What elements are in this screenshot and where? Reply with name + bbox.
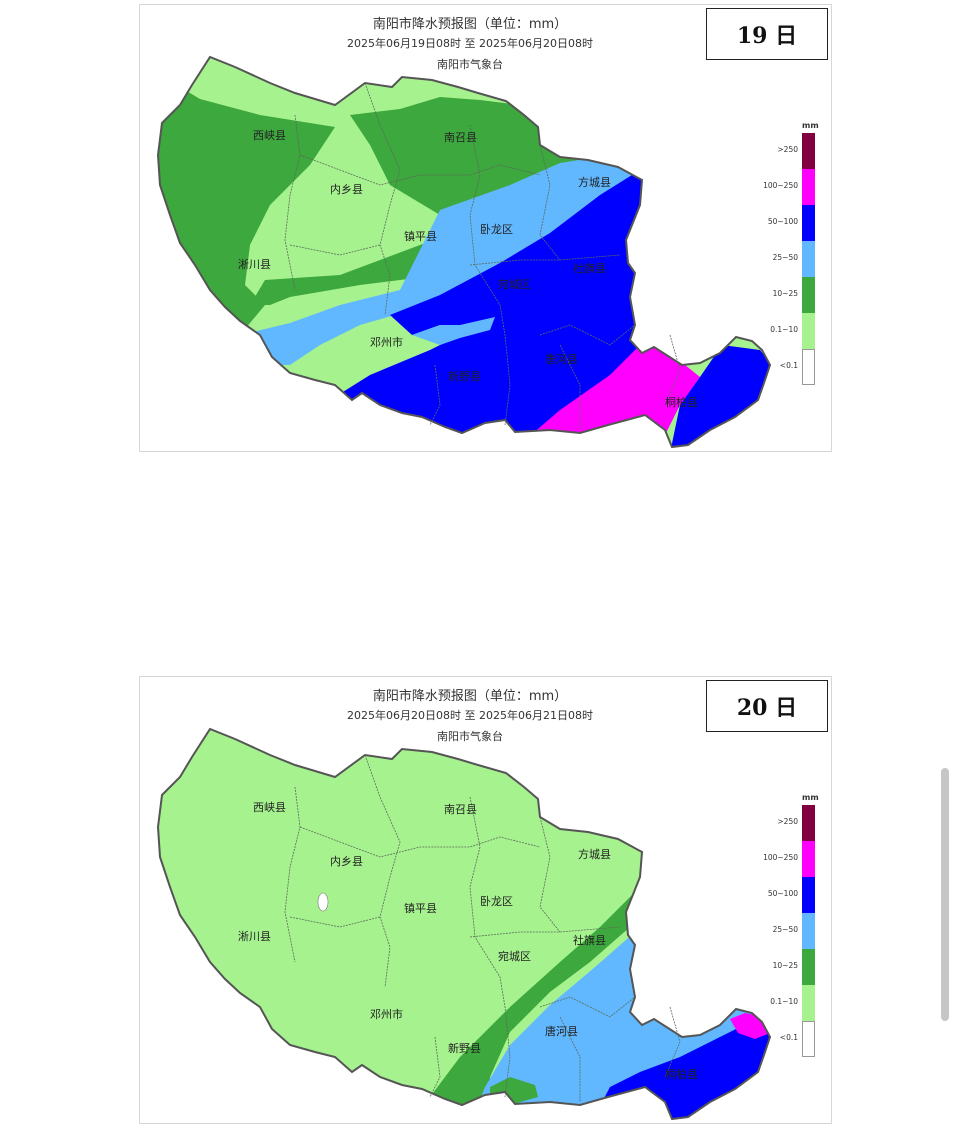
legend-swatch <box>802 985 815 1021</box>
day-label-day20: 20 日 <box>736 695 798 721</box>
legend-row: 50~100 <box>760 877 820 913</box>
legend-swatch <box>802 313 815 349</box>
legend-label: <0.1 <box>779 361 798 370</box>
legend-unit: mm <box>802 121 819 130</box>
precipitation-map-day20: 西峡县 南召县 内乡县 方城县 卧龙区 镇平县 淅川县 社旗县 宛城区 邓州市 … <box>156 727 772 1121</box>
legend-row: 100~250 <box>760 169 820 205</box>
legend-label: 0.1~10 <box>770 997 798 1006</box>
legend-swatch <box>802 949 815 985</box>
day-label-day19: 19 日 <box>736 23 798 49</box>
label-zhenping: 镇平县 <box>404 229 437 243</box>
legend-swatch <box>802 169 815 205</box>
city-boundary-day19 <box>156 55 772 449</box>
label-neixiang: 内乡县 <box>330 854 363 868</box>
legend-swatch <box>802 241 815 277</box>
legend-day19: mm >250 100~250 50~100 25~50 10~25 0.1~1… <box>760 121 820 391</box>
map-agency-day19: 南阳市气象台 <box>437 58 503 71</box>
label-xinye: 新野县 <box>448 369 481 383</box>
district-labels-day20: 西峡县 南召县 内乡县 方城县 卧龙区 镇平县 淅川县 社旗县 宛城区 邓州市 … <box>238 800 698 1081</box>
map-period-day19: 2025年06月19日08时 至 2025年06月20日08时 <box>347 37 593 50</box>
label-neixiang: 内乡县 <box>330 182 363 196</box>
district-labels-day19: 西峡县 南召县 内乡县 方城县 卧龙区 镇平县 淅川县 社旗县 宛城区 邓州市 … <box>238 128 698 409</box>
day-label-box-day19: 19 日 <box>706 8 828 60</box>
legend-swatch <box>802 133 815 169</box>
legend-day20: mm >250 100~250 50~100 25~50 10~25 0.1~1… <box>760 793 820 1063</box>
legend-label: <0.1 <box>779 1033 798 1042</box>
forecast-map-panel-day20: 西峡县 南召县 内乡县 方城县 卧龙区 镇平县 淅川县 社旗县 宛城区 邓州市 … <box>139 676 832 1124</box>
label-nanzhao: 南召县 <box>444 803 477 816</box>
legend-row: 25~50 <box>760 913 820 949</box>
legend-swatch <box>802 841 815 877</box>
legend-label: 50~100 <box>767 217 798 226</box>
label-dengzhou: 邓州市 <box>370 335 403 349</box>
label-nanzhao: 南召县 <box>444 131 477 144</box>
legend-swatch <box>802 805 815 841</box>
legend-label: 10~25 <box>772 289 798 298</box>
legend-label: 0.1~10 <box>770 325 798 334</box>
legend-row: 0.1~10 <box>760 985 820 1021</box>
label-xichuan: 淅川县 <box>238 257 271 271</box>
legend-row: 10~25 <box>760 949 820 985</box>
map-title-day19: 南阳市降水预报图（单位：mm） <box>372 17 568 32</box>
legend-label: 50~100 <box>767 889 798 898</box>
label-fangcheng: 方城县 <box>578 175 611 189</box>
label-xixia: 西峡县 <box>253 800 286 814</box>
legend-swatch <box>802 205 815 241</box>
legend-row: <0.1 <box>760 349 820 385</box>
legend-row: >250 <box>760 805 820 841</box>
label-tanghe: 唐河县 <box>545 352 578 366</box>
county-boundaries-day19 <box>284 82 681 430</box>
precipitation-map-day19: 西峡县 南召县 内乡县 方城县 卧龙区 镇平县 淅川县 社旗县 宛城区 邓州市 … <box>156 55 772 449</box>
label-tongbai: 桐柏县 <box>665 395 698 409</box>
legend-swatch <box>802 277 815 313</box>
label-sheqi: 社旗县 <box>573 933 606 947</box>
legend-swatch <box>802 349 815 385</box>
legend-swatch <box>802 913 815 949</box>
label-wolong: 卧龙区 <box>480 223 513 236</box>
forecast-map-panel-day19: 西峡县 南召县 内乡县 方城县 卧龙区 镇平县 淅川县 社旗县 宛城区 邓州市 … <box>139 4 832 452</box>
label-sheqi: 社旗县 <box>573 261 606 275</box>
map-agency-day20: 南阳市气象台 <box>437 730 503 743</box>
legend-swatch <box>802 1021 815 1057</box>
legend-label: 25~50 <box>772 925 798 934</box>
legend-label: 10~25 <box>772 961 798 970</box>
legend-label: 100~250 <box>763 181 798 190</box>
legend-row: 100~250 <box>760 841 820 877</box>
label-wancheng: 宛城区 <box>498 949 531 963</box>
legend-row: 50~100 <box>760 205 820 241</box>
label-xinye: 新野县 <box>448 1041 481 1055</box>
legend-row: 10~25 <box>760 277 820 313</box>
day-label-box-day20: 20 日 <box>706 680 828 732</box>
legend-label: 100~250 <box>763 853 798 862</box>
label-xichuan: 淅川县 <box>238 929 271 943</box>
label-wolong: 卧龙区 <box>480 895 513 908</box>
label-xixia: 西峡县 <box>253 128 286 142</box>
legend-row: <0.1 <box>760 1021 820 1057</box>
legend-label: >250 <box>777 145 798 154</box>
county-boundaries-day20 <box>284 754 681 1102</box>
map-period-day20: 2025年06月20日08时 至 2025年06月21日08时 <box>347 709 593 722</box>
label-zhenping: 镇平县 <box>404 901 437 915</box>
city-boundary-day20 <box>156 727 772 1121</box>
legend-unit: mm <box>802 793 819 802</box>
legend-label: >250 <box>777 817 798 826</box>
label-wancheng: 宛城区 <box>498 277 531 291</box>
legend-swatch <box>802 877 815 913</box>
map-title-day20: 南阳市降水预报图（单位：mm） <box>372 689 568 704</box>
page-scrollbar[interactable] <box>941 768 949 1021</box>
legend-row: 25~50 <box>760 241 820 277</box>
label-tanghe: 唐河县 <box>545 1024 578 1038</box>
label-tongbai: 桐柏县 <box>665 1067 698 1081</box>
label-fangcheng: 方城县 <box>578 847 611 861</box>
legend-row: 0.1~10 <box>760 313 820 349</box>
label-dengzhou: 邓州市 <box>370 1007 403 1021</box>
legend-label: 25~50 <box>772 253 798 262</box>
legend-row: >250 <box>760 133 820 169</box>
